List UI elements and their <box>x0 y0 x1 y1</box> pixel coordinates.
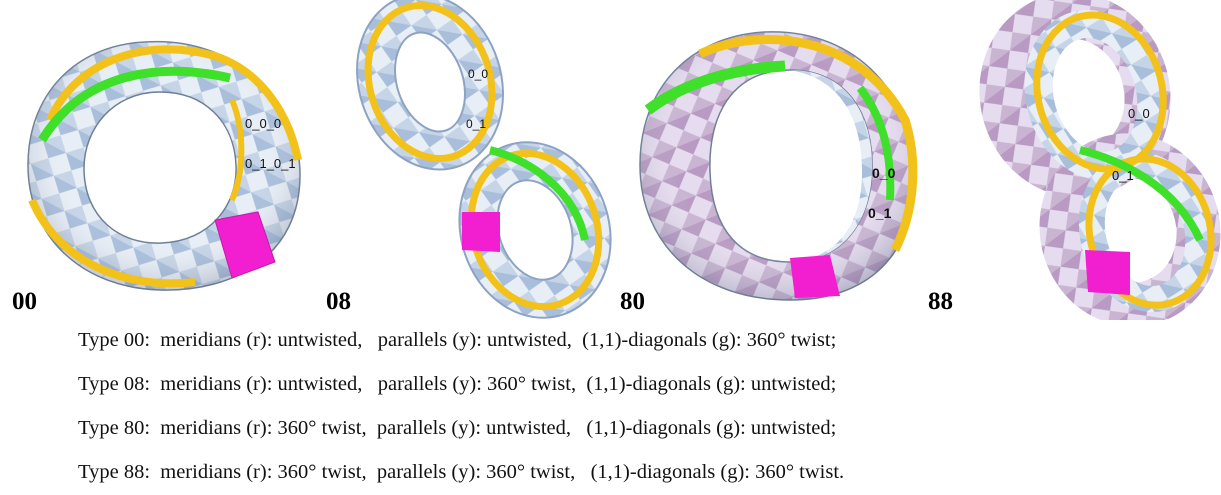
surface-label: 0_1 <box>466 117 486 131</box>
caption-meridians: meridians (r): untwisted, <box>160 373 363 395</box>
surface-label: 0_1_0_1 <box>245 156 296 171</box>
twisted-figure-eight-88: 0_0 0_1 <box>979 0 1221 320</box>
surface-label: 0_0 <box>468 67 488 81</box>
caption-type: Type 80: <box>78 417 151 439</box>
surface-label: 0_1 <box>1112 168 1134 183</box>
surface-label: 0_0 <box>1128 106 1150 121</box>
caption-diagonals: (1,1)-diagonals (g): 360° twist. <box>590 461 845 483</box>
figure-graphics: 0_0_0 0_1_0_1 0_0 0_1 0_0 0_1 <box>27 0 1221 320</box>
caption-parallels: parallels (y): 360° twist, <box>377 373 577 395</box>
surface-label: 0_0_0 <box>245 116 281 131</box>
surface-label: 0_0 <box>872 165 896 181</box>
caption-parallels: parallels (y): 360° twist, <box>376 461 576 483</box>
caption-block: Type 00: meridians (r): untwisted, paral… <box>78 318 1218 494</box>
caption-meridians: meridians (r): untwisted, <box>160 329 363 351</box>
caption-type: Type 08: <box>78 373 151 395</box>
caption-line-80: Type 80: meridians (r): 360° twist, para… <box>78 406 1218 450</box>
caption-diagonals: (1,1)-diagonals (g): untwisted; <box>586 417 837 439</box>
caption-meridians: meridians (r): 360° twist, <box>160 461 367 483</box>
panel-label-88: 88 <box>928 288 953 315</box>
caption-line-00: Type 00: meridians (r): untwisted, paral… <box>78 318 1218 362</box>
caption-diagonals: (1,1)-diagonals (g): 360° twist; <box>582 329 837 351</box>
figure: 0_0_0 0_1_0_1 0_0 0_1 0_0 0_1 <box>12 0 1221 320</box>
surface-label: 0_1 <box>868 205 892 221</box>
caption-type: Type 88: <box>78 461 151 483</box>
panel-label-00: 00 <box>12 288 37 315</box>
caption-parallels: parallels (y): untwisted, <box>377 329 572 351</box>
caption-type: Type 00: <box>78 329 151 351</box>
caption-parallels: parallels (y): untwisted, <box>376 417 571 439</box>
figure-eight-08: 0_0 0_1 <box>356 0 612 319</box>
caption-line-88: Type 88: meridians (r): 360° twist, para… <box>78 450 1218 494</box>
ring-80: 0_0 0_1 <box>639 31 918 301</box>
panel-label-80: 80 <box>620 288 645 315</box>
caption-diagonals: (1,1)-diagonals (g): untwisted; <box>586 373 837 395</box>
panel-label-08: 08 <box>326 288 351 315</box>
caption-line-08: Type 08: meridians (r): untwisted, paral… <box>78 362 1218 406</box>
torus-00: 0_0_0 0_1_0_1 <box>27 40 302 291</box>
caption-meridians: meridians (r): 360° twist, <box>160 417 367 439</box>
